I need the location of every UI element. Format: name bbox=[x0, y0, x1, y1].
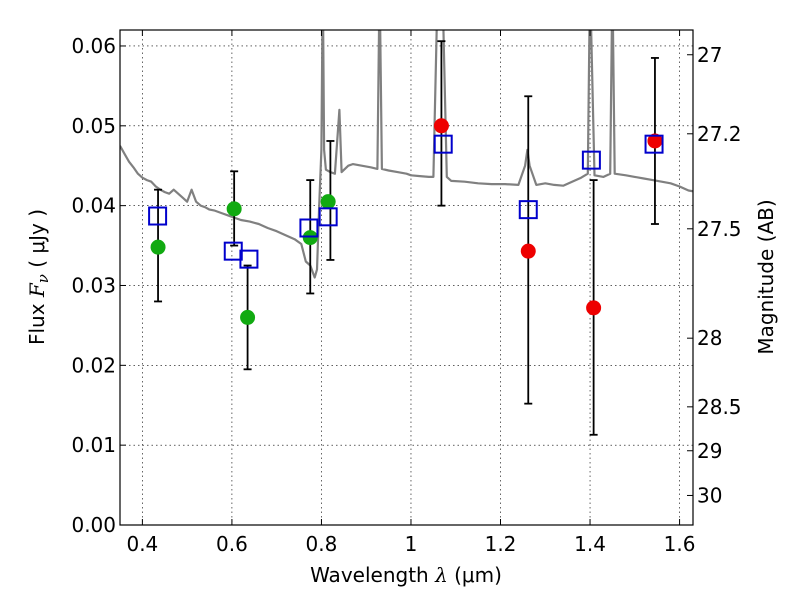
y2-tick-label: 28 bbox=[697, 326, 722, 350]
x-tick-label: 0.6 bbox=[216, 532, 248, 556]
x-axis-label-prefix: Wavelength bbox=[310, 563, 435, 587]
y-tick-label: 0.00 bbox=[71, 513, 116, 537]
x-tick-label: 1 bbox=[405, 532, 418, 556]
y2-tick-label: 30 bbox=[697, 483, 722, 507]
y2-tick-label: 27.2 bbox=[697, 122, 742, 146]
x-axis-label: Wavelength λ (μm) bbox=[310, 563, 502, 587]
model-spectrum-line bbox=[120, 30, 693, 279]
blue-squares bbox=[148, 134, 664, 269]
y-tick-label: 0.05 bbox=[71, 114, 116, 138]
green-point bbox=[320, 194, 336, 210]
plot-frame bbox=[119, 29, 694, 526]
green-points bbox=[150, 194, 336, 325]
model-spectrum bbox=[120, 30, 693, 279]
green-point bbox=[150, 239, 166, 255]
blue-square bbox=[239, 249, 259, 269]
x-axis-label-unit: (μm) bbox=[448, 563, 502, 587]
y-tick-label: 0.01 bbox=[71, 433, 116, 457]
blue-square bbox=[433, 134, 453, 154]
blue-square bbox=[581, 150, 601, 170]
y-axis-label-symbol: F bbox=[25, 282, 49, 298]
blue-square bbox=[644, 134, 664, 154]
y2-axis-label: Magnitude (AB) bbox=[754, 199, 778, 354]
ticks: 0.4 0.6 0.8 1 1.2 1.4 1.6 0.00 0.01 0.02 0.03 0.04 0… bbox=[71, 30, 742, 556]
x-tick-label: 1.2 bbox=[485, 532, 517, 556]
y-axis-label-subscript: ν bbox=[34, 274, 52, 283]
x-tick-label: 0.4 bbox=[126, 532, 158, 556]
y-axis-label: Flux Fν ( μJy ) bbox=[25, 209, 52, 345]
x-axis-label-symbol: λ bbox=[434, 563, 448, 587]
blue-square bbox=[518, 200, 538, 220]
x-tick-label: 1.4 bbox=[574, 532, 606, 556]
red-point bbox=[586, 300, 602, 316]
y2-tick-label: 27.5 bbox=[697, 217, 742, 241]
y-tick-label: 0.03 bbox=[71, 273, 116, 297]
plot-background bbox=[120, 30, 693, 525]
y-axis-label-unit: ( μJy ) bbox=[25, 209, 49, 274]
red-points bbox=[433, 118, 663, 316]
red-point bbox=[433, 118, 449, 134]
blue-square bbox=[148, 206, 168, 226]
y2-tick-label: 29 bbox=[697, 439, 722, 463]
y-axis-label-prefix: Flux bbox=[25, 297, 49, 345]
blue-square bbox=[318, 207, 338, 227]
green-point bbox=[226, 201, 242, 217]
y-tick-label: 0.02 bbox=[71, 353, 116, 377]
x-tick-label: 1.6 bbox=[664, 532, 696, 556]
blue-square bbox=[299, 218, 319, 238]
y-tick-label: 0.04 bbox=[71, 194, 116, 218]
green-point bbox=[240, 309, 256, 325]
y2-tick-label: 27 bbox=[697, 43, 722, 67]
red-point bbox=[647, 133, 663, 149]
y-tick-label: 0.06 bbox=[71, 34, 116, 58]
green-point bbox=[302, 230, 318, 246]
y2-tick-label: 28.5 bbox=[697, 395, 742, 419]
x-tick-label: 0.8 bbox=[306, 532, 338, 556]
red-point bbox=[520, 243, 536, 259]
